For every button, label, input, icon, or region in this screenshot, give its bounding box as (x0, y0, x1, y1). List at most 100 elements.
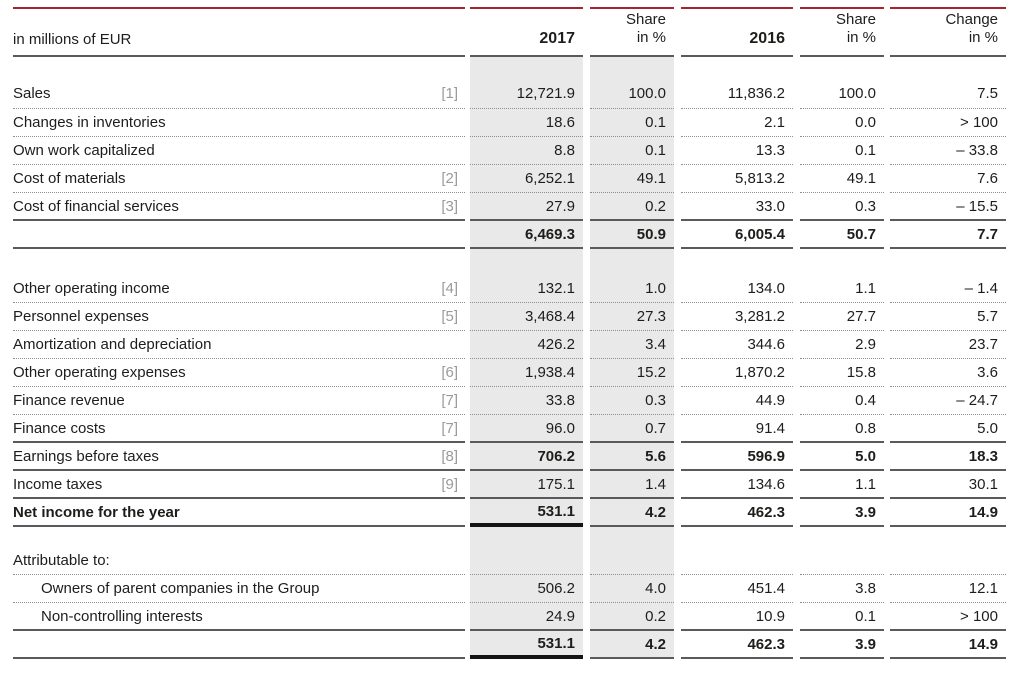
column-gap (674, 221, 681, 249)
row-label: Earnings before taxes (13, 447, 159, 465)
column-gap (583, 603, 590, 631)
column-gap (674, 109, 681, 137)
value-share-2017: 15.2 (590, 359, 674, 387)
table-row-personnel-expenses: Personnel expenses [5] 3,468.4 27.3 3,28… (13, 303, 1006, 331)
row-ref: [7] (441, 419, 458, 437)
row-ref: [9] (441, 475, 458, 493)
value-2016: 33.0 (681, 193, 793, 221)
table-row-net-income: Net income for the year 531.1 4.2 462.3 … (13, 499, 1006, 527)
value-2017: 33.8 (470, 387, 583, 415)
column-gap (674, 193, 681, 221)
value-2017: 426.2 (470, 331, 583, 359)
value-2017: 132.1 (470, 275, 583, 303)
value-2016: 134.0 (681, 275, 793, 303)
value-change: – 15.5 (890, 193, 1006, 221)
row-ref: [1] (441, 85, 458, 102)
row-label-cell: Cost of financial services [3] (13, 193, 465, 221)
value-2017: 1,938.4 (470, 359, 583, 387)
column-gap (674, 165, 681, 193)
column-gap (793, 471, 800, 499)
value-2017: 27.9 (470, 193, 583, 221)
value-share-2017: 4.0 (590, 575, 674, 603)
value-share-2017: 0.1 (590, 109, 674, 137)
share-label-line1: Share (835, 10, 876, 28)
column-gap (674, 471, 681, 499)
value-change: 12.1 (890, 575, 1006, 603)
value-2017: 24.9 (470, 603, 583, 631)
value-share-2016: 0.4 (800, 387, 884, 415)
value-2016: 44.9 (681, 387, 793, 415)
row-label: Own work capitalized (13, 142, 155, 159)
column-gap (793, 603, 800, 631)
section-spacer (13, 527, 1006, 547)
share-label-line1: Share (625, 10, 666, 28)
value-change: 23.7 (890, 331, 1006, 359)
value-change: 7.6 (890, 165, 1006, 193)
table-row-earnings-before-taxes: Earnings before taxes [8] 706.2 5.6 596.… (13, 443, 1006, 471)
row-label-cell: Income taxes [9] (13, 471, 465, 499)
table-row-other-operating-expenses: Other operating expenses [6] 1,938.4 15.… (13, 359, 1006, 387)
column-gap (793, 275, 800, 303)
row-label: Finance costs (13, 419, 106, 437)
column-gap (583, 575, 590, 603)
change-label-line2: in % (968, 29, 998, 47)
column-gap (674, 7, 681, 57)
value-2017: 3,468.4 (470, 303, 583, 331)
table-row-owners-of-parent-companies: Owners of parent companies in the Group … (13, 575, 1006, 603)
value-share-2017: 3.4 (590, 331, 674, 359)
column-gap (793, 165, 800, 193)
column-gap (583, 303, 590, 331)
table-row-sales: Sales [1] 12,721.9 100.0 11,836.2 100.0 … (13, 57, 1006, 109)
row-label: Attributable to: (13, 552, 110, 569)
column-gap (674, 331, 681, 359)
value-share-2017: 1.4 (590, 471, 674, 499)
value-2017: 12,721.9 (470, 57, 583, 109)
value-share-2016: 0.1 (800, 603, 884, 631)
value-share-2017: 0.7 (590, 415, 674, 443)
row-label-cell: Changes in inventories (13, 109, 465, 137)
column-gap (793, 387, 800, 415)
value-change: 5.0 (890, 415, 1006, 443)
value-share-2016: 3.8 (800, 575, 884, 603)
row-label: Other operating expenses (13, 364, 186, 381)
column-gap (674, 303, 681, 331)
column-gap (793, 137, 800, 165)
value-share-2016: 3.9 (800, 631, 884, 659)
column-gap (583, 499, 590, 527)
value-2016: 11,836.2 (681, 57, 793, 109)
table-header-row: in millions of EUR 2017 Share in % 2016 … (13, 7, 1006, 57)
value-change: 18.3 (890, 443, 1006, 471)
row-label-cell: Sales [1] (13, 57, 465, 109)
row-label: Sales (13, 85, 51, 102)
value-share-2016: 1.1 (800, 471, 884, 499)
column-gap (583, 471, 590, 499)
column-gap (793, 57, 800, 109)
row-ref: [4] (441, 280, 458, 297)
value-share-2017: 0.2 (590, 193, 674, 221)
value-change: > 100 (890, 109, 1006, 137)
row-label-cell: Non-controlling interests (13, 603, 465, 631)
value-change: 14.9 (890, 631, 1006, 659)
column-gap (793, 193, 800, 221)
value-2016: 134.6 (681, 471, 793, 499)
value-2017: 506.2 (470, 575, 583, 603)
value-2016: 451.4 (681, 575, 793, 603)
row-label-cell: Attributable to: (13, 547, 465, 575)
row-label: Cost of financial services (13, 197, 179, 215)
value-share-2016: 1.1 (800, 275, 884, 303)
table-row-finance-costs: Finance costs [7] 96.0 0.7 91.4 0.8 5.0 (13, 415, 1006, 443)
row-label: Personnel expenses (13, 308, 149, 325)
column-gap (793, 109, 800, 137)
row-label-cell: Amortization and depreciation (13, 331, 465, 359)
col-header-2016: 2016 (681, 7, 793, 57)
row-label-cell: Own work capitalized (13, 137, 465, 165)
value-2017: 18.6 (470, 109, 583, 137)
column-gap (583, 547, 590, 575)
column-gap (793, 575, 800, 603)
value-change: 3.6 (890, 359, 1006, 387)
value-2017: 6,469.3 (470, 221, 583, 249)
column-gap (583, 165, 590, 193)
value-change (890, 547, 1006, 575)
value-change: – 1.4 (890, 275, 1006, 303)
value-2017: 8.8 (470, 137, 583, 165)
